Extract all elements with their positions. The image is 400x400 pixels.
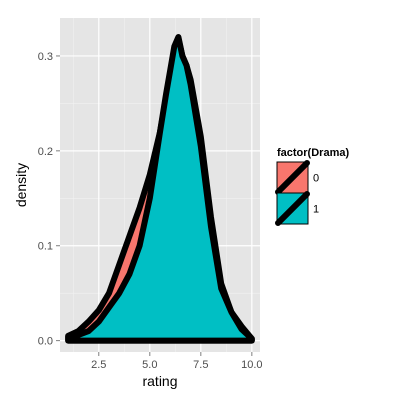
legend: factor(Drama) 01 bbox=[275, 147, 349, 226]
density-area-1 bbox=[65, 34, 255, 344]
y-tick-label: 0.3 bbox=[38, 51, 53, 63]
x-tick-label: 2.5 bbox=[91, 359, 106, 371]
y-axis-title: density bbox=[13, 163, 29, 207]
y-tick-label: 0.0 bbox=[38, 336, 53, 348]
legend-label-1: 1 bbox=[313, 204, 319, 216]
y-tick-label: 0.2 bbox=[38, 146, 53, 158]
y-tick-label: 0.1 bbox=[38, 241, 53, 253]
legend-key-slash bbox=[275, 160, 310, 195]
legend-title: factor(Drama) bbox=[277, 147, 349, 159]
legend-key-slash bbox=[275, 191, 310, 226]
x-tick-label: 5.0 bbox=[142, 359, 157, 371]
legend-label-0: 0 bbox=[313, 173, 319, 185]
x-tick-label: 7.5 bbox=[193, 359, 208, 371]
x-axis-ticks: 2.5 5.0 7.5 10.0 bbox=[91, 352, 263, 371]
y-axis-ticks: 0.0 0.1 0.2 0.3 bbox=[38, 51, 60, 348]
x-axis-title: rating bbox=[142, 373, 177, 389]
density-series bbox=[65, 34, 255, 344]
x-tick-label: 10.0 bbox=[241, 359, 262, 371]
legend-items: 01 bbox=[275, 160, 319, 226]
